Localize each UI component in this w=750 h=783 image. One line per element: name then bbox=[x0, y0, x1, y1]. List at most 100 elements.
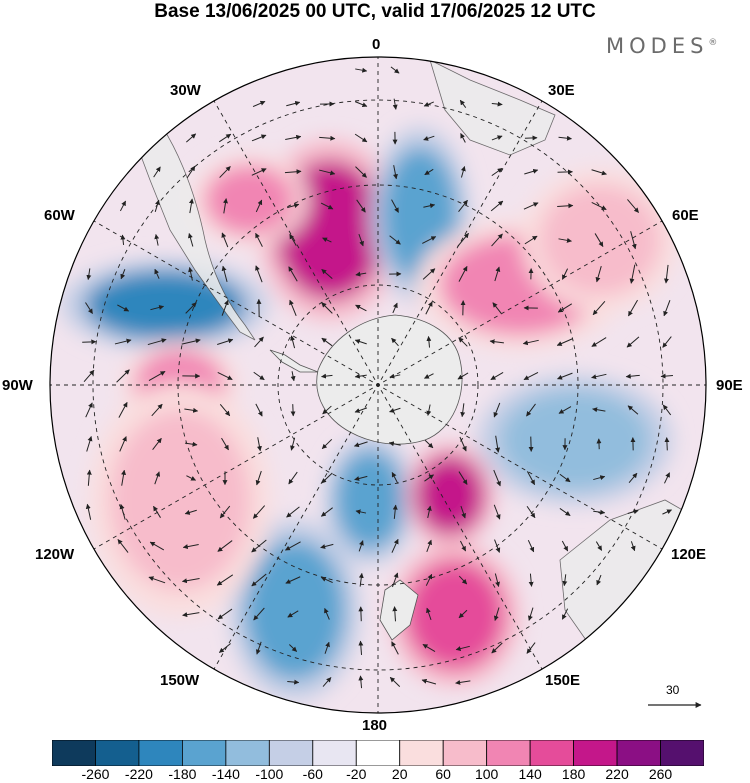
wind-arrow bbox=[561, 608, 569, 620]
wind-arrow bbox=[460, 165, 466, 178]
colorbar-segment bbox=[355, 740, 401, 766]
wind-arrow bbox=[460, 403, 466, 418]
wind-arrow bbox=[663, 264, 669, 284]
wind-arrow bbox=[148, 576, 166, 584]
wind-arrow bbox=[628, 472, 638, 484]
wind-arrow bbox=[285, 134, 302, 140]
wind-arrow bbox=[458, 471, 468, 485]
wind-arrow bbox=[524, 135, 538, 141]
colorbar-segment bbox=[138, 740, 183, 766]
wind-arrow bbox=[320, 576, 333, 584]
wind-arrow bbox=[149, 541, 165, 551]
wind-arrow bbox=[388, 441, 401, 447]
wind-arrow bbox=[119, 200, 127, 212]
wind-arrow bbox=[391, 572, 399, 588]
wind-arrow bbox=[184, 509, 197, 515]
wind-arrow bbox=[493, 469, 501, 487]
wind-arrow bbox=[181, 578, 200, 584]
wind-arrow bbox=[251, 168, 267, 176]
wind-arrow bbox=[219, 166, 231, 178]
wind-arrow bbox=[288, 644, 298, 652]
colorbar-segment bbox=[399, 740, 444, 766]
wind-arrow bbox=[392, 606, 398, 622]
wind-arrow bbox=[557, 303, 573, 313]
wind-arrow bbox=[219, 505, 231, 519]
colorbar-tick-label: 60 bbox=[435, 766, 451, 782]
wind-arrow bbox=[186, 475, 197, 481]
wind-arrow bbox=[321, 337, 333, 347]
lon-label-30e: 30E bbox=[548, 82, 575, 99]
wind-arrow bbox=[390, 66, 400, 74]
wind-arrow bbox=[459, 99, 467, 109]
wind-arrow bbox=[117, 304, 130, 312]
wind-arrow bbox=[662, 404, 672, 416]
wind-arrow bbox=[83, 369, 95, 383]
wind-arrow bbox=[662, 336, 672, 348]
colorbar-segment bbox=[268, 740, 314, 766]
wind-arrow bbox=[493, 402, 501, 418]
wind-arrow bbox=[320, 507, 333, 517]
wind-arrow bbox=[423, 203, 436, 209]
wind-arrow bbox=[252, 100, 266, 108]
wind-vectors bbox=[82, 66, 673, 689]
wind-arrow bbox=[458, 199, 468, 213]
wind-arrow bbox=[559, 508, 571, 516]
wind-arrow bbox=[120, 234, 126, 246]
colorbar-segment bbox=[573, 740, 618, 766]
wind-arrow bbox=[491, 135, 503, 141]
wind-arrow bbox=[181, 338, 201, 345]
wind-arrow bbox=[457, 232, 469, 247]
wind-arrow bbox=[663, 299, 671, 317]
positive-tasman bbox=[405, 560, 505, 670]
colorbar-segment bbox=[95, 740, 140, 766]
wind-arrow bbox=[423, 101, 434, 107]
new-zealand bbox=[379, 579, 419, 641]
colorbar-tick-label: 220 bbox=[605, 766, 629, 782]
wind-arrow bbox=[526, 403, 536, 417]
wind-arrow bbox=[223, 198, 228, 214]
wind-arrow bbox=[595, 541, 603, 551]
wind-arrow bbox=[358, 675, 364, 689]
wind-arrow bbox=[321, 438, 333, 450]
wind-arrow bbox=[492, 302, 502, 314]
wind-arrow bbox=[562, 574, 568, 587]
wind-arrow bbox=[593, 509, 606, 515]
wind-arrow bbox=[556, 338, 573, 346]
wind-arrow bbox=[285, 576, 301, 584]
wind-arrow bbox=[152, 437, 162, 450]
wind-arrow bbox=[354, 475, 368, 481]
wind-arrow bbox=[322, 237, 332, 243]
wind-arrow bbox=[254, 336, 264, 348]
wind-arrow bbox=[355, 509, 367, 515]
wind-arrow bbox=[321, 268, 333, 280]
wind-arrow bbox=[389, 407, 401, 413]
wind-arrow bbox=[426, 404, 432, 416]
map-disk bbox=[50, 57, 706, 713]
wind-arrow bbox=[494, 573, 500, 587]
wind-arrow bbox=[287, 610, 299, 618]
colorbar-segment bbox=[616, 740, 661, 766]
wind-arrow bbox=[421, 678, 437, 685]
wind-arrow bbox=[117, 539, 129, 553]
wind-arrow bbox=[217, 540, 233, 552]
wind-arrow bbox=[324, 641, 330, 654]
wind-arrow bbox=[391, 538, 399, 553]
colorbar-tick-label: -140 bbox=[211, 766, 240, 782]
wind-arrow bbox=[392, 98, 398, 110]
wind-arrow bbox=[591, 169, 607, 176]
wind-arrow bbox=[491, 233, 503, 247]
colorbar-tick-label: 140 bbox=[518, 766, 542, 782]
lon-label-150e: 150E bbox=[545, 672, 581, 689]
wind-arrow bbox=[393, 165, 398, 180]
wind-arrow bbox=[594, 233, 604, 247]
colorbar-tick-label: -60 bbox=[302, 766, 323, 782]
colorbar-segment bbox=[486, 740, 531, 766]
wind-arrow bbox=[491, 642, 503, 654]
wind-arrow bbox=[358, 640, 364, 655]
wind-arrow bbox=[290, 437, 296, 451]
lon-label-120e: 120E bbox=[671, 546, 707, 563]
colorbar-segment bbox=[52, 740, 96, 766]
wind-arrow bbox=[389, 677, 401, 687]
wind-arrow bbox=[354, 339, 367, 345]
